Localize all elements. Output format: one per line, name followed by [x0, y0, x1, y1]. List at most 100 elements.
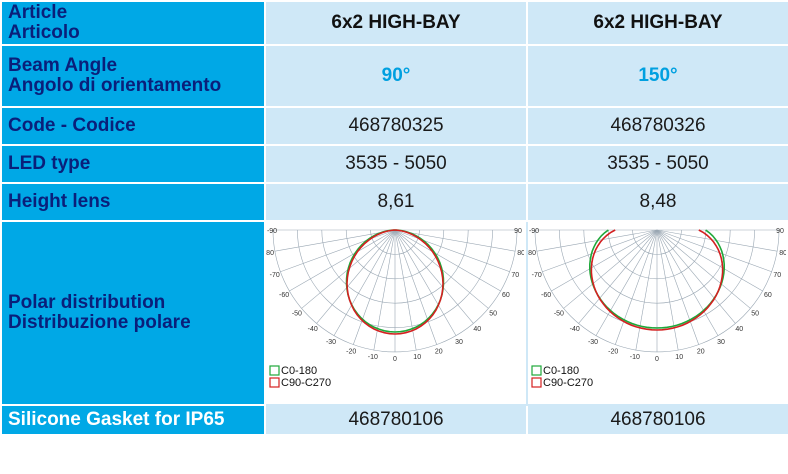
row-code: Code - Codice 468780325 468780326	[0, 106, 788, 146]
gasket-value-2: 468780106	[526, 404, 788, 436]
angle-tick-label: -90	[529, 228, 539, 235]
grid-spoke	[656, 229, 700, 345]
angle-tick-label: 30	[717, 339, 725, 346]
beam-value-2: 150°	[526, 44, 788, 108]
angle-tick-label: 70	[773, 272, 781, 279]
angle-tick-label: -20	[346, 348, 356, 355]
spec-table: Article Articolo 6x2 HIGH-BAY 6x2 HIGH-B…	[0, 0, 788, 436]
grid-spoke	[656, 229, 763, 292]
curve-c90-c270	[590, 229, 724, 331]
angle-tick-label: 80	[517, 250, 524, 257]
grid-spoke	[316, 229, 396, 324]
curve-c90-c270	[346, 229, 444, 335]
row-led-type: LED type 3535 - 5050 3535 - 5050	[0, 144, 788, 184]
angle-tick-label: -50	[292, 310, 302, 317]
legend-label: C90-C270	[281, 377, 331, 389]
beam-value-1: 90°	[264, 44, 528, 108]
article-value-2: 6x2 HIGH-BAY	[526, 0, 788, 46]
row-polar: Polar distribution Distribuzione polare …	[0, 220, 788, 406]
height-value-1: 8,61	[264, 182, 528, 222]
label-polar-it: Distribuzione polare	[8, 312, 191, 333]
angle-tick-label: -70	[532, 272, 542, 279]
grid-ring	[370, 229, 420, 255]
grid-spoke	[394, 229, 510, 273]
row-beam-angle: Beam Angle Angolo di orientamento 90° 15…	[0, 44, 788, 108]
angle-tick-label: -60	[541, 292, 551, 299]
angle-tick-label: 10	[413, 354, 421, 361]
angle-tick-label: -80	[528, 250, 536, 257]
angle-tick-label: 90	[514, 228, 522, 235]
label-article-en: Article	[8, 2, 68, 23]
angle-tick-label: -40	[570, 326, 580, 333]
angle-tick-label: 50	[489, 310, 497, 317]
angle-tick-label: 10	[675, 354, 683, 361]
polar-cell-2: -90 -80 -70 -60 -50 -40 -30 -20 -10 0 10 20 30 40 50 60…	[526, 220, 788, 406]
legend-swatch	[531, 377, 542, 388]
angle-tick-label: -90	[267, 228, 277, 235]
row-height-lens: Height lens 8,61 8,48	[0, 182, 788, 222]
grid-spoke	[352, 229, 396, 345]
polar-cell-1: -90 -80 -70 -60 -50 -40 -30 -20 -10 0 10 20 30 40 50 60…	[264, 220, 528, 406]
legend-label: C0-180	[543, 365, 579, 377]
label-beam-it: Angolo di orientamento	[8, 75, 222, 96]
angle-tick-label: 0	[393, 356, 397, 363]
legend-swatch	[269, 377, 280, 388]
legend-swatch	[269, 365, 280, 376]
polar-chart-90: -90 -80 -70 -60 -50 -40 -30 -20 -10 0 10 20 30 40 50 60…	[266, 228, 524, 389]
grid-spoke	[595, 229, 658, 336]
grid-ring	[345, 229, 445, 280]
grid-spoke	[394, 229, 501, 292]
grid-spoke	[656, 229, 751, 309]
label-article-it: Articolo	[8, 22, 80, 43]
polar-chart-150: -90 -80 -70 -60 -50 -40 -30 -20 -10 0 10 20 30 40 50 60…	[528, 228, 786, 389]
label-height-lens: Height lens	[0, 182, 266, 222]
angle-tick-label: 50	[751, 310, 759, 317]
angle-tick-label: 60	[502, 292, 510, 299]
label-beam-angle: Beam Angle Angolo di orientamento	[0, 44, 266, 108]
grid-spoke	[394, 229, 474, 324]
label-led-type: LED type	[0, 144, 266, 184]
angle-tick-label: 40	[473, 326, 481, 333]
label-polar: Polar distribution Distribuzione polare	[0, 220, 266, 406]
grid-spoke	[656, 229, 719, 336]
grid-spoke	[394, 229, 457, 336]
angle-tick-label: 0	[655, 356, 659, 363]
grid-spoke	[656, 229, 736, 324]
grid-spoke	[542, 229, 658, 273]
angle-tick-label: -30	[326, 339, 336, 346]
label-beam-en: Beam Angle	[8, 55, 118, 76]
led-value-2: 3535 - 5050	[526, 144, 788, 184]
label-polar-en: Polar distribution	[8, 292, 166, 313]
grid-ring	[297, 229, 493, 328]
grid-ring	[272, 229, 518, 353]
label-code: Code - Codice	[0, 106, 266, 146]
grid-spoke	[274, 229, 396, 252]
gasket-value-1: 468780106	[264, 404, 528, 436]
grid-spoke	[563, 229, 658, 309]
angle-tick-label: -60	[279, 292, 289, 299]
angle-tick-label: -30	[588, 339, 598, 346]
angle-tick-label: -40	[308, 326, 318, 333]
code-value-2: 468780326	[526, 106, 788, 146]
grid-spoke	[333, 229, 396, 336]
grid-ring	[321, 229, 469, 304]
grid-ring	[632, 229, 682, 255]
angle-tick-label: 90	[776, 228, 784, 235]
grid-spoke	[394, 229, 438, 345]
angle-tick-label: -80	[266, 250, 274, 257]
legend-label: C0-180	[281, 365, 317, 377]
angle-tick-label: -10	[368, 354, 378, 361]
angle-tick-label: 80	[779, 250, 786, 257]
grid-spoke	[578, 229, 658, 324]
curve-c0-180	[345, 229, 445, 333]
angle-tick-label: 30	[455, 339, 463, 346]
angle-tick-label: -10	[630, 354, 640, 361]
angle-tick-label: 70	[511, 272, 519, 279]
angle-tick-label: -20	[608, 348, 618, 355]
height-value-2: 8,48	[526, 182, 788, 222]
code-value-1: 468780325	[264, 106, 528, 146]
led-value-1: 3535 - 5050	[264, 144, 528, 184]
row-gasket: Silicone Gasket for IP65 468780106 46878…	[0, 404, 788, 436]
angle-tick-label: -50	[554, 310, 564, 317]
label-gasket: Silicone Gasket for IP65	[0, 404, 266, 436]
